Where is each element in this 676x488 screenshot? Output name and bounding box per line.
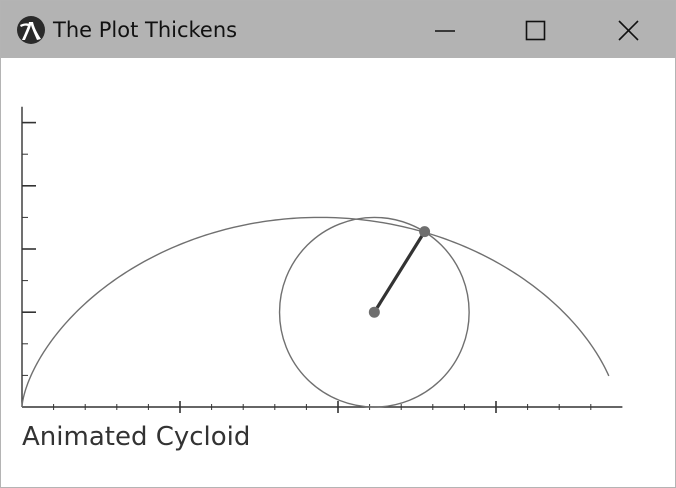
maximize-button[interactable]	[491, 1, 583, 58]
tracing-point	[419, 226, 431, 238]
minimize-icon	[435, 30, 455, 32]
plot-caption: Animated Cycloid	[22, 422, 251, 452]
racket-logo-icon	[17, 16, 45, 44]
title-bar[interactable]: The Plot Thickens	[1, 1, 675, 58]
plot-area	[21, 106, 623, 413]
rolling-circle	[278, 216, 470, 408]
close-icon	[618, 20, 639, 41]
window-title: The Plot Thickens	[53, 18, 238, 42]
maximize-icon	[525, 20, 546, 41]
axes	[21, 106, 623, 413]
minimize-button[interactable]	[399, 1, 491, 58]
circle-center-point	[368, 306, 380, 318]
radius-spoke	[372, 230, 427, 314]
close-button[interactable]	[583, 1, 675, 58]
cycloid-curve	[21, 216, 610, 407]
